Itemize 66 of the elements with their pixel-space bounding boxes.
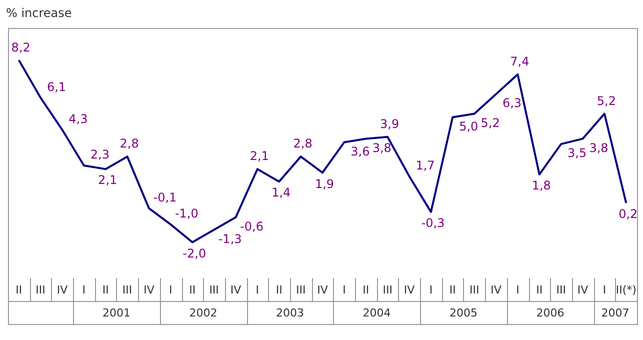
data-label: 2,8 — [293, 136, 312, 151]
x-tick-label: I — [256, 283, 260, 296]
data-label: 3,9 — [380, 117, 400, 132]
x-tick-label: III — [36, 283, 46, 296]
text: 2004 — [362, 306, 391, 320]
x-tick-label: III — [122, 283, 132, 296]
data-label: 5,2 — [480, 116, 500, 130]
text: 2006 — [536, 306, 564, 320]
x-tick-label: III — [556, 283, 566, 296]
x-tick-label: I — [82, 283, 86, 296]
x-tick-label: III — [382, 283, 392, 296]
data-label: 1,7 — [416, 158, 435, 172]
data-label: 0,2 — [618, 207, 638, 222]
data-label: 1,4 — [272, 186, 291, 200]
x-tick-label: III — [296, 283, 306, 296]
x-tick-label: IV — [490, 283, 502, 296]
data-label: -0,3 — [421, 216, 445, 230]
x-tick-label: II — [102, 283, 109, 296]
x-tick-label: IV — [577, 283, 589, 296]
data-label: 1,8 — [532, 178, 551, 193]
x-tick-label: II — [276, 283, 282, 296]
data-label: 6,1 — [46, 80, 66, 94]
x-tick-label: II(*) — [616, 283, 636, 296]
text: 2003 — [276, 306, 304, 320]
data-label: 4,3 — [68, 112, 88, 126]
data-label: -2,0 — [182, 246, 206, 260]
text: 2001 — [102, 306, 130, 320]
data-label: 2,1 — [250, 149, 269, 164]
data-label: -1,3 — [218, 232, 242, 246]
x-tick-label: I — [516, 283, 520, 296]
text: 2007 — [601, 306, 630, 320]
data-label: 5,0 — [459, 119, 478, 134]
data-label: 1,9 — [314, 176, 334, 191]
data-label: 2,8 — [120, 136, 139, 151]
data-label: 8,2 — [11, 40, 30, 54]
x-tick-label: IV — [56, 283, 68, 296]
x-tick-label: III — [469, 283, 480, 296]
x-tick-label: I — [602, 283, 606, 296]
data-label: 5,2 — [596, 94, 616, 108]
data-label: -1,0 — [174, 206, 198, 221]
x-tick-label: II — [189, 283, 196, 296]
x-tick-label: I — [169, 283, 172, 296]
x-tick-label: I — [342, 283, 346, 296]
x-tick-label: I — [429, 283, 433, 296]
data-label: 3,6 — [350, 144, 370, 158]
data-label: 2,1 — [98, 173, 118, 188]
x-tick-label: IV — [404, 283, 416, 296]
x-tick-label: II — [16, 283, 22, 296]
text: 2002 — [189, 306, 218, 320]
x-tick-label: II — [362, 283, 370, 296]
x-tick-label: IV — [230, 283, 242, 296]
x-tick-label: IV — [317, 283, 328, 296]
x-tick-label: IV — [144, 283, 155, 296]
x-tick-label: III — [209, 283, 219, 296]
data-label: -0,6 — [240, 219, 264, 234]
data-label: 7,4 — [510, 54, 530, 69]
data-label: 3,5 — [568, 146, 587, 160]
data-label: 3,8 — [589, 140, 608, 155]
text: 2005 — [449, 306, 478, 320]
data-label: 3,8 — [372, 140, 392, 155]
x-tick-label: II — [449, 283, 456, 296]
y-axis-title: % increase — [6, 6, 72, 20]
data-label: 2,3 — [90, 148, 110, 162]
x-tick-label: II — [536, 283, 543, 296]
data-label: 6,3 — [502, 96, 522, 110]
data-label: -0,1 — [153, 190, 177, 204]
